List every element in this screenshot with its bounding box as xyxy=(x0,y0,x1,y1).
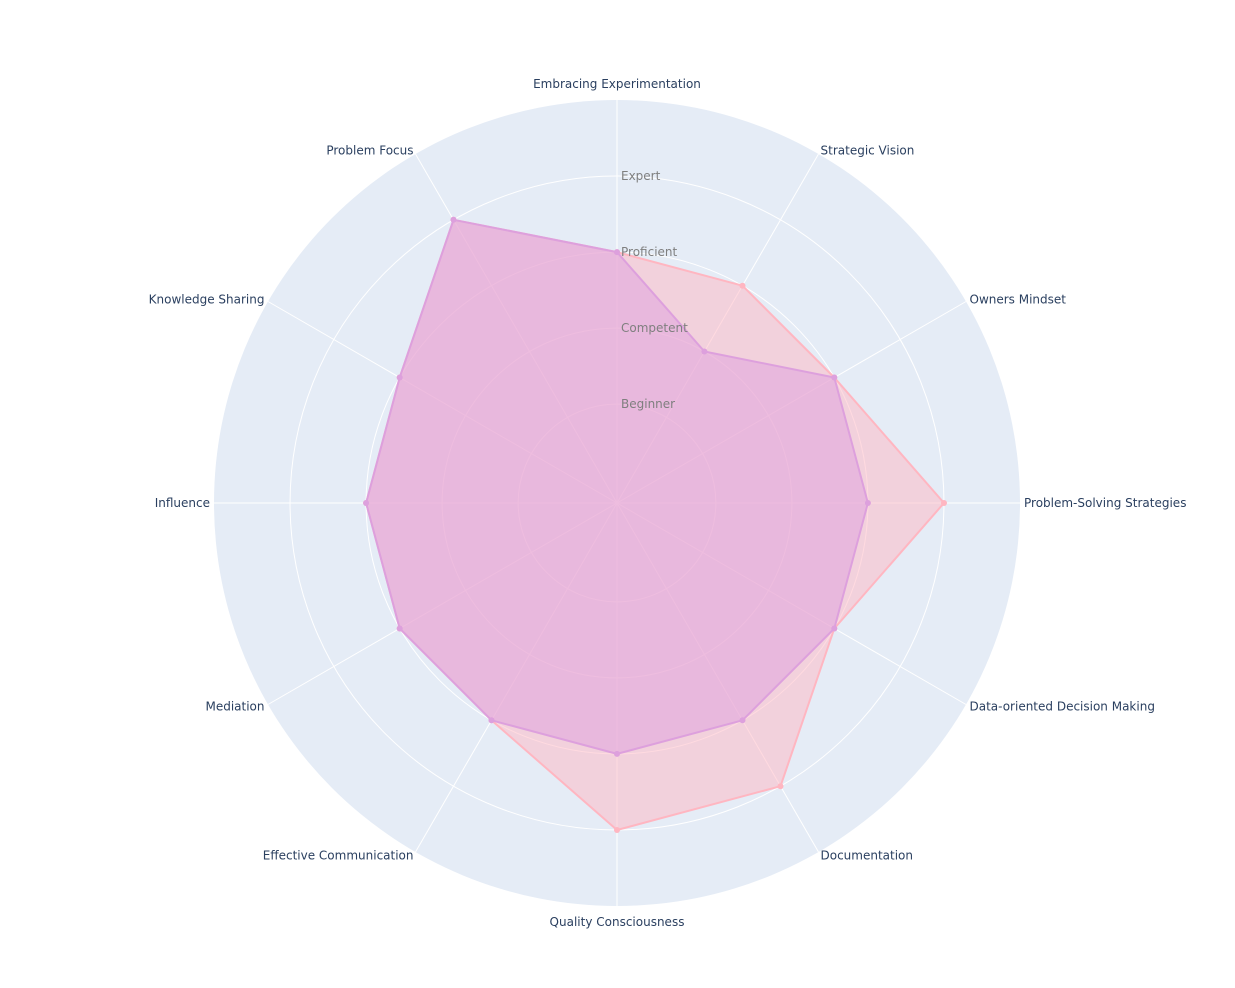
series-2-point-effective-communication[interactable] xyxy=(488,717,495,724)
axis-label-influence: Influence xyxy=(155,496,210,510)
series-1-point-problem-solving-strategies[interactable] xyxy=(941,500,947,506)
axis-label-strategic-vision: Strategic Vision xyxy=(821,144,915,158)
radial-tick-labels: Beginner Competent Proficient Expert xyxy=(621,169,688,411)
series-2-point-problem-focus[interactable] xyxy=(450,216,457,223)
series-1-point-documentation[interactable] xyxy=(777,783,784,790)
series-2-point-influence[interactable] xyxy=(363,500,370,506)
axis-label-quality-consciousness: Quality Consciousness xyxy=(550,915,685,929)
series-2-point-knowledge-sharing[interactable] xyxy=(396,374,403,381)
series-2-point-owners-mindset[interactable] xyxy=(831,374,838,381)
angular-axis-labels: Embracing Experimentation Strategic Visio… xyxy=(149,77,1187,929)
series-2-point-strategic-vision[interactable] xyxy=(701,348,708,355)
axis-label-problem-solving-strategies: Problem-Solving Strategies xyxy=(1024,496,1186,510)
series-1-point-quality-consciousness[interactable] xyxy=(614,827,620,833)
series-2-point-embracing-experimentation[interactable] xyxy=(614,249,620,256)
axis-label-documentation: Documentation xyxy=(821,849,914,863)
axis-label-data-oriented-decision-making: Data-oriented Decision Making xyxy=(970,700,1155,714)
series-2-point-quality-consciousness[interactable] xyxy=(614,750,620,757)
axis-label-owners-mindset: Owners Mindset xyxy=(970,293,1067,307)
series-1-point-strategic-vision[interactable] xyxy=(739,282,746,289)
radial-tick-expert: Expert xyxy=(621,169,661,183)
radial-tick-proficient: Proficient xyxy=(621,245,678,259)
series-2-point-data-oriented-decision-making[interactable] xyxy=(831,625,838,632)
radial-tick-beginner: Beginner xyxy=(621,397,675,411)
axis-label-mediation: Mediation xyxy=(205,700,264,714)
series-2-point-documentation[interactable] xyxy=(739,717,746,724)
axis-label-problem-focus: Problem Focus xyxy=(326,144,413,158)
radial-tick-competent: Competent xyxy=(621,321,688,335)
series-layer xyxy=(363,216,947,833)
axis-label-embracing-experimentation: Embracing Experimentation xyxy=(533,77,701,91)
axis-label-effective-communication: Effective Communication xyxy=(263,849,414,863)
series-2-point-problem-solving-strategies[interactable] xyxy=(864,500,871,506)
series-2-point-mediation[interactable] xyxy=(396,625,403,632)
axis-label-knowledge-sharing: Knowledge Sharing xyxy=(149,293,265,307)
series-2 xyxy=(363,216,871,757)
